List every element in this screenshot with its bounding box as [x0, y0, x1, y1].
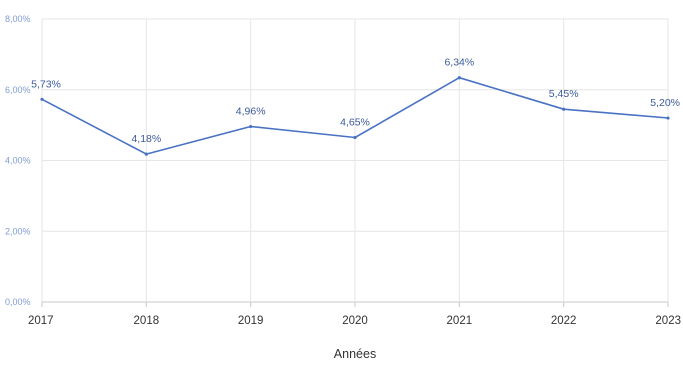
- point-labels: 5,73% 4,18% 4,96% 4,65% 6,34% 5,45% 5,20%: [31, 57, 680, 145]
- data-label: 5,45%: [549, 88, 579, 100]
- data-label: 4,65%: [340, 117, 370, 129]
- y-tick-label: 8,00%: [5, 14, 31, 24]
- x-tick-label: 2018: [134, 315, 160, 327]
- y-tick-label: 4,00%: [5, 156, 31, 166]
- x-tick-label: 2017: [28, 315, 54, 327]
- x-tick-label: 2023: [655, 315, 681, 327]
- data-point: [562, 107, 566, 111]
- data-point: [666, 116, 670, 120]
- data-point: [457, 76, 461, 80]
- grid-lines: [41, 18, 669, 307]
- y-tick-label: 2,00%: [5, 226, 31, 236]
- data-point: [249, 124, 253, 129]
- y-tick-label: 0,00%: [5, 297, 31, 307]
- x-tick-label: 2019: [238, 315, 264, 327]
- data-point: [353, 135, 357, 140]
- data-label: 4,96%: [236, 106, 266, 118]
- y-axis-ticks: 0,00% 2,00% 4,00% 6,00% 8,00%: [5, 14, 31, 307]
- x-tick-label: 2021: [447, 315, 473, 327]
- x-axis-ticks: 2017 2018 2019 2020 2021 2022 2023: [28, 315, 681, 327]
- series-layer: [40, 76, 670, 156]
- data-label: 5,20%: [650, 97, 680, 109]
- x-tick-label: 2022: [551, 315, 577, 327]
- data-point: [40, 97, 44, 101]
- data-label: 4,18%: [131, 133, 161, 145]
- data-label: 5,73%: [31, 78, 61, 90]
- x-axis-label: Années: [334, 347, 376, 361]
- data-point: [144, 152, 148, 156]
- x-tick-label: 2020: [342, 315, 368, 327]
- data-label: 6,34%: [444, 57, 474, 69]
- y-tick-label: 6,00%: [5, 85, 31, 95]
